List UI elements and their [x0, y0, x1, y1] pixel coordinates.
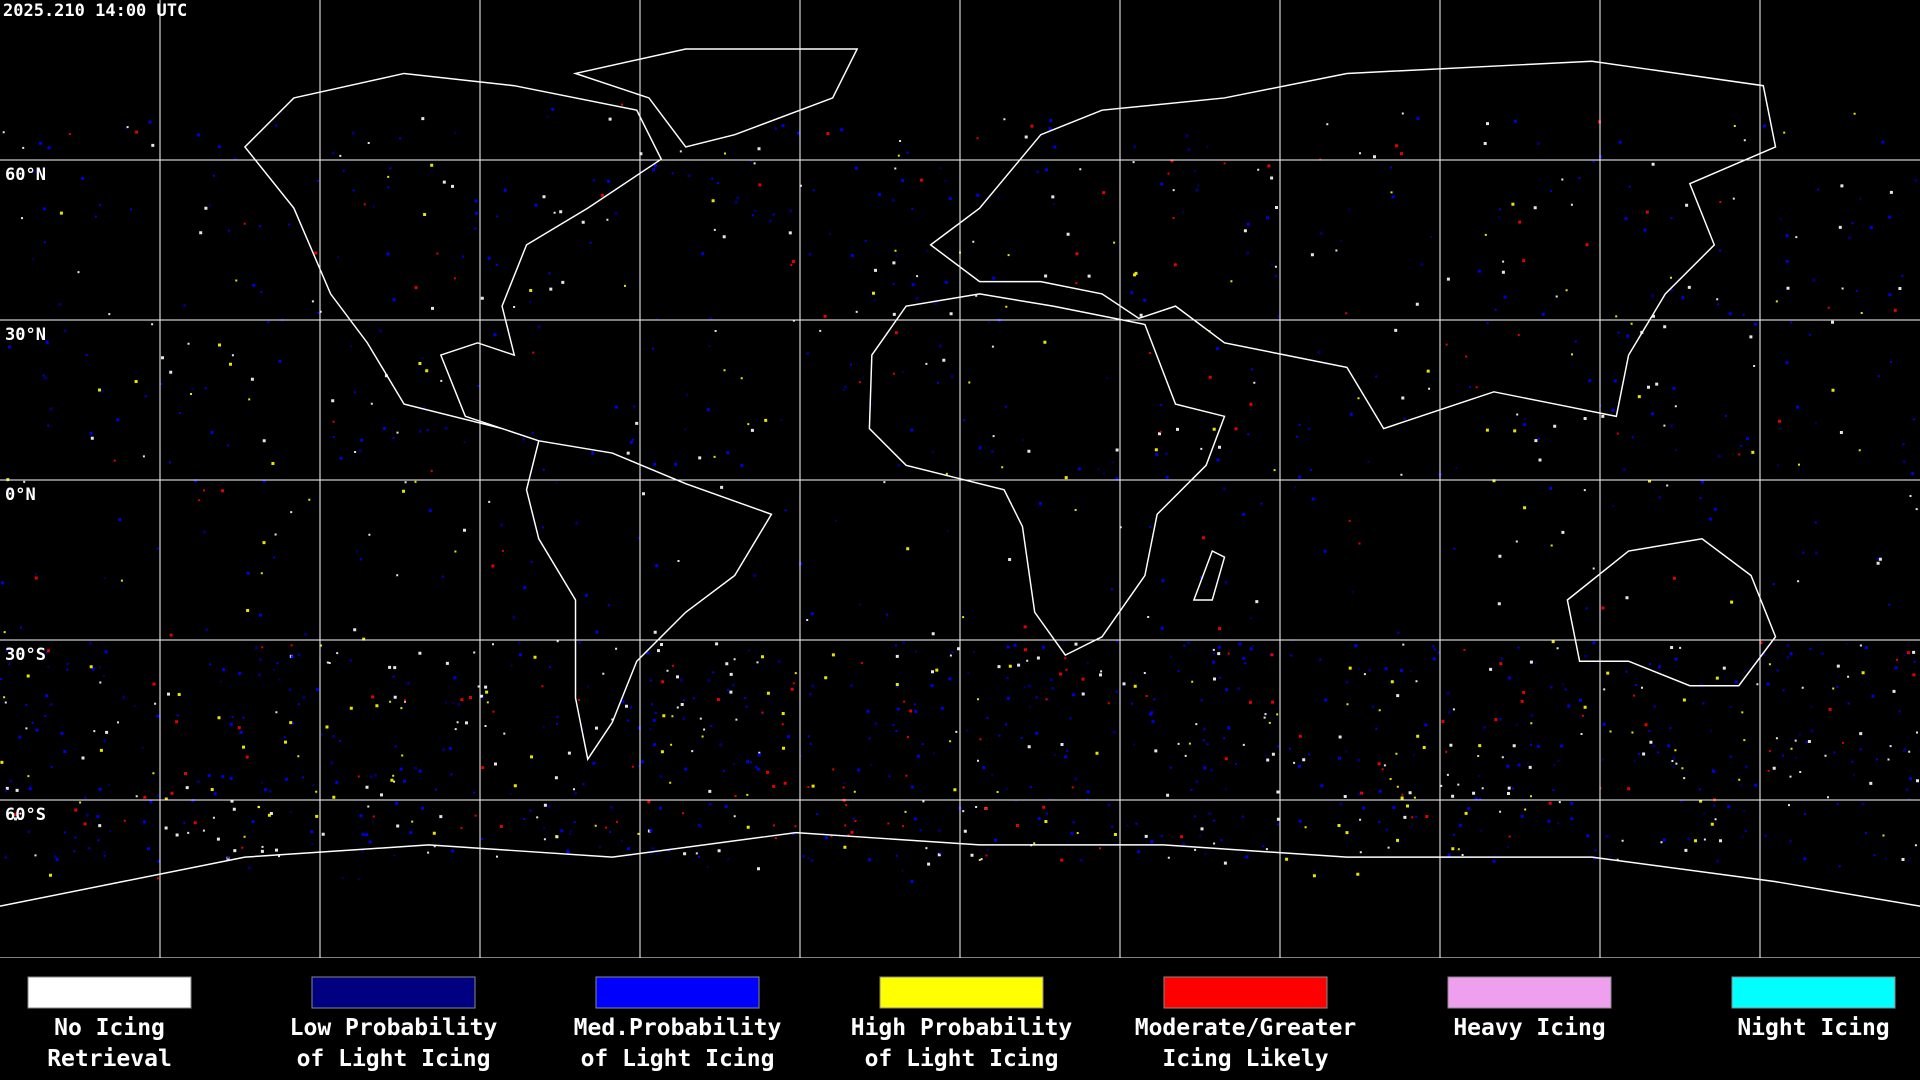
timestamp: 2025.210 14:00 UTC	[3, 1, 187, 21]
legend-label: Heavy Icing	[1453, 1015, 1605, 1041]
legend-swatch	[1731, 976, 1896, 1009]
coastlines	[0, 48, 1920, 907]
latitude-label: 60°S	[5, 805, 46, 825]
coast-greenland	[572, 48, 859, 148]
legend-label: of Light Icing	[297, 1046, 491, 1072]
icing-speckles	[0, 107, 1920, 883]
graticule	[0, 0, 1920, 959]
latitude-label: 0°N	[5, 485, 36, 505]
icing-field	[0, 103, 1920, 883]
legend-label: Icing Likely	[1162, 1046, 1328, 1072]
legend-label: of Light Icing	[865, 1046, 1059, 1072]
latitude-label: 30°N	[5, 325, 46, 345]
legend-swatch	[879, 976, 1044, 1009]
coast-eurasia	[929, 60, 1777, 430]
legend-label: Med.Probability	[574, 1015, 782, 1041]
legend-label: of Light Icing	[581, 1046, 775, 1072]
legend-swatch	[1447, 976, 1612, 1009]
coast-north-america	[243, 72, 663, 442]
legend-label: Moderate/Greater	[1135, 1015, 1357, 1041]
legend-label: Retrieval	[47, 1046, 172, 1072]
legend-label: High Probability	[851, 1015, 1073, 1041]
legend-label: Low Probability	[290, 1015, 498, 1041]
legend-swatch	[311, 976, 476, 1009]
latitude-label: 60°N	[5, 165, 46, 185]
legend: No Icing Retrieval Low Probability of Light…	[27, 976, 1896, 1072]
legend-swatch	[1163, 976, 1328, 1009]
latitude-label: 30°S	[5, 645, 46, 665]
coast-madagascar	[1192, 550, 1226, 601]
coast-antarctica	[0, 831, 1920, 907]
legend-label: No Icing	[54, 1015, 165, 1041]
legend-swatch	[27, 976, 192, 1009]
legend-swatch	[595, 976, 760, 1009]
coast-south-america	[525, 439, 773, 762]
legend-label: Night Icing	[1737, 1015, 1889, 1041]
coast-africa	[868, 293, 1226, 657]
coast-australia	[1566, 538, 1777, 687]
